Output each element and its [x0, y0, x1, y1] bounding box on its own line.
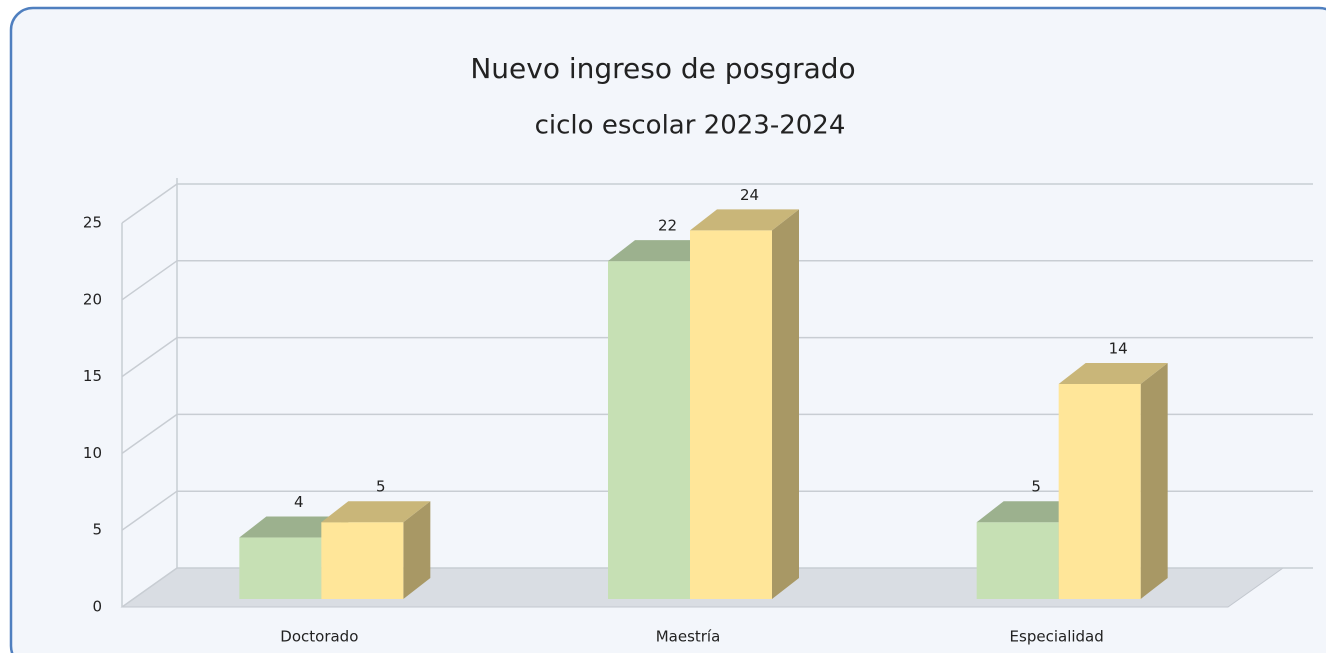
chart-title: Nuevo ingreso de posgrado — [470, 52, 855, 85]
x-tick-label: Doctorado — [280, 628, 358, 646]
value-label: 22 — [658, 217, 677, 235]
y-tick-label: 10 — [83, 444, 102, 462]
value-label: 4 — [294, 493, 304, 511]
bar-side — [403, 501, 431, 599]
bar — [690, 230, 772, 600]
bar — [1058, 383, 1141, 599]
y-tick-label: 25 — [83, 214, 102, 232]
x-tick-label: Maestría — [656, 628, 721, 646]
bar-top — [690, 209, 799, 231]
y-tick-label: 20 — [83, 290, 102, 308]
bar — [608, 261, 690, 599]
grid-line — [121, 567, 178, 608]
x-tick-label: Especialidad — [1010, 628, 1104, 646]
y-tick-label: 15 — [83, 367, 102, 385]
bar-top — [1058, 362, 1168, 384]
bar — [321, 522, 404, 599]
bar-side — [1140, 362, 1168, 599]
value-label: 24 — [740, 186, 759, 204]
grid-line — [121, 260, 178, 301]
bar — [976, 522, 1059, 599]
value-label: 5 — [1031, 478, 1041, 496]
bar-top — [976, 501, 1086, 523]
bar-top — [608, 240, 717, 262]
value-label: 5 — [376, 478, 386, 496]
grid-line — [121, 336, 178, 378]
grid-line — [121, 490, 178, 531]
grid-line — [121, 183, 178, 224]
bar-top — [239, 516, 349, 538]
grid-line — [121, 413, 178, 455]
bar — [239, 537, 322, 599]
bar-side — [772, 209, 799, 600]
value-label: 14 — [1109, 339, 1128, 357]
bar-top — [321, 501, 431, 523]
y-tick-label: 5 — [92, 521, 102, 539]
chart-subtitle: ciclo escolar 2023-2024 — [535, 111, 846, 141]
y-tick-label: 0 — [92, 598, 102, 616]
